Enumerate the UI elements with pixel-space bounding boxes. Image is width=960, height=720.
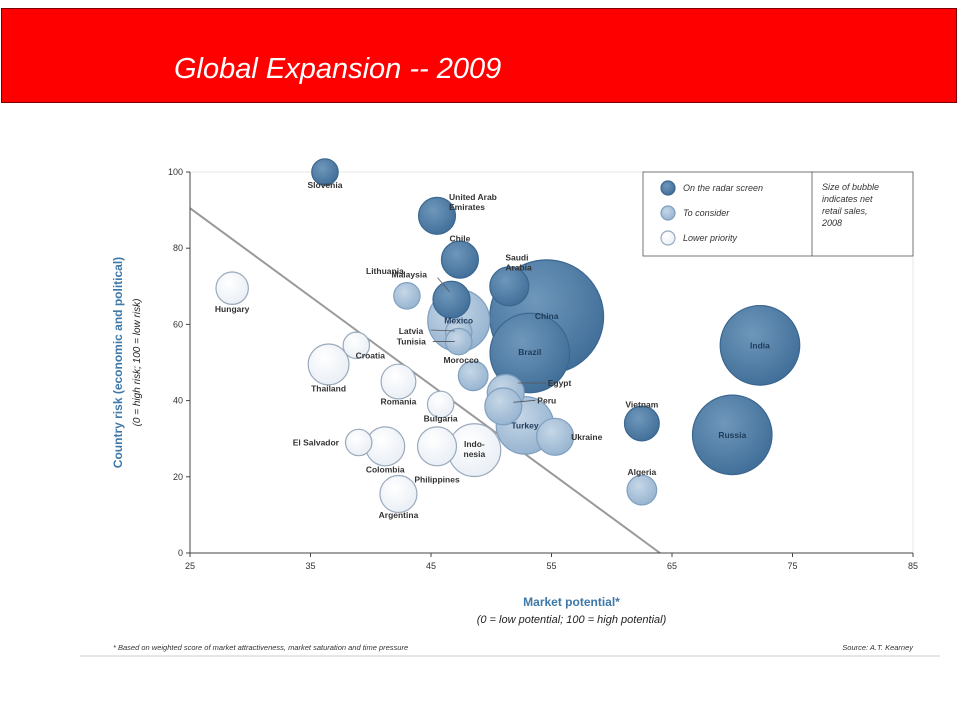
bubble-saudi-arabia: [489, 266, 530, 307]
legend-swatch-radar: [660, 180, 676, 196]
bubble-russia: [691, 394, 773, 476]
leader-line: [513, 399, 536, 403]
bubble-argentina: [379, 474, 418, 514]
x-tick-label: 35: [305, 561, 315, 571]
x-tick-label: 65: [667, 561, 677, 571]
y-tick-label: 80: [173, 243, 183, 253]
y-tick-label: 20: [173, 472, 183, 482]
label-thailand: Thailand: [311, 383, 346, 393]
x-tick-label: 85: [908, 561, 918, 571]
label-bulgaria: Bulgaria: [424, 413, 458, 423]
label-argentina: Argentina: [379, 510, 419, 520]
legend-label-radar: On the radar screen: [683, 183, 763, 193]
label-china: China: [535, 311, 559, 321]
bubble-chart: 25 35 45 55 65 75 85 0 20 40 60 80 100 Slovenia Unite…: [80, 150, 940, 660]
label-united-arab-emirates: United Arab Emirates: [449, 192, 497, 212]
bubble-morocco: [457, 360, 489, 392]
label-lithuania: Lithuania: [366, 266, 404, 276]
bubble-lithuania: [393, 282, 421, 310]
label-slovenia: Slovenia: [307, 180, 342, 190]
y-tick-label: 40: [173, 396, 183, 406]
label-chile: Chile: [450, 234, 471, 244]
label-croatia: Croatia: [356, 350, 386, 360]
y-tick-label: 0: [178, 548, 183, 558]
label-romania: Romania: [381, 397, 417, 407]
legend-swatch-consider: [660, 205, 676, 221]
label-hungary: Hungary: [215, 304, 250, 314]
x-tick-label: 75: [787, 561, 797, 571]
y-tick-label: 100: [168, 167, 183, 177]
threshold-line: [189, 207, 661, 554]
x-tick-label: 45: [426, 561, 436, 571]
label-russia: Russia: [718, 430, 746, 440]
label-colombia: Colombia: [366, 464, 405, 474]
label-algeria: Algeria: [627, 467, 656, 477]
label-philippines: Philippines: [414, 474, 460, 484]
leader-line: [430, 329, 455, 332]
leader-line: [437, 277, 450, 292]
legend-swatch-lower: [660, 230, 676, 246]
bubble-ukraine: [536, 417, 575, 456]
bubble-united-arab-emirates: [417, 196, 457, 235]
y-axis-title: Country risk (economic and political): [111, 257, 125, 468]
label-morocco: Morocco: [443, 355, 478, 365]
label-indonesia: Indo-nesia: [464, 439, 486, 459]
label-malaysia: Malaysia: [391, 270, 427, 280]
x-axis-title: Market potential*: [523, 595, 620, 609]
bubble-algeria: [626, 474, 658, 506]
label-saudi-arabia: Saudi Arabia: [505, 252, 532, 272]
bubble-el-salvador: [344, 428, 373, 457]
label-india: India: [750, 340, 770, 350]
label-tunisia: Tunisia: [397, 337, 426, 347]
label-brazil: Brazil: [518, 347, 541, 357]
label-latvia: Latvia: [399, 326, 424, 336]
bubble-brazil: [489, 312, 571, 394]
legend-box: [642, 171, 914, 257]
label-ukraine: Ukraine: [571, 432, 602, 442]
bubble-vietnam: [623, 405, 660, 442]
legend-label-lower: Lower priority: [683, 233, 738, 243]
label-egypt: Egypt: [548, 378, 572, 388]
bubble-slovenia: [311, 158, 339, 186]
bubble-philippines: [416, 426, 458, 467]
footnote: * Based on weighted score of market attr…: [113, 643, 408, 652]
label-el-salvador: El Salvador: [293, 438, 340, 448]
bubble-india: [719, 304, 801, 386]
title-banner: Global Expansion -- 2009: [1, 8, 957, 103]
page-title: Global Expansion -- 2009: [174, 53, 502, 85]
label-mexico: Mexico: [444, 316, 473, 326]
x-tick-label: 25: [185, 561, 195, 571]
label-peru: Peru: [537, 395, 556, 405]
chart-svg: 25 35 45 55 65 75 85 0 20 40 60 80 100 Slovenia Unite…: [80, 158, 940, 657]
y-axis-subtitle: (0 = high risk; 100 = low risk): [132, 299, 143, 427]
bubble-chile: [440, 240, 479, 279]
label-turkey: Turkey: [511, 420, 539, 430]
x-tick-label: 55: [546, 561, 556, 571]
bubble-thailand: [307, 343, 350, 386]
bubble-croatia: [342, 331, 371, 360]
legend-size-note: Size of bubble indicates net retail sales,…: [821, 182, 879, 228]
bubble-peru: [484, 387, 523, 426]
bubble-malaysia: [432, 280, 471, 319]
x-axis-subtitle: (0 = low potential; 100 = high potential…: [477, 614, 667, 626]
label-vietnam: Vietnam: [625, 399, 658, 409]
legend-label-consider: To consider: [683, 208, 730, 218]
bubble-hungary: [215, 271, 249, 305]
bubble-bulgaria: [426, 390, 455, 419]
source-note: Source: A.T. Kearney: [842, 643, 914, 652]
y-tick-label: 60: [173, 319, 183, 329]
bubble-romania: [380, 363, 417, 400]
